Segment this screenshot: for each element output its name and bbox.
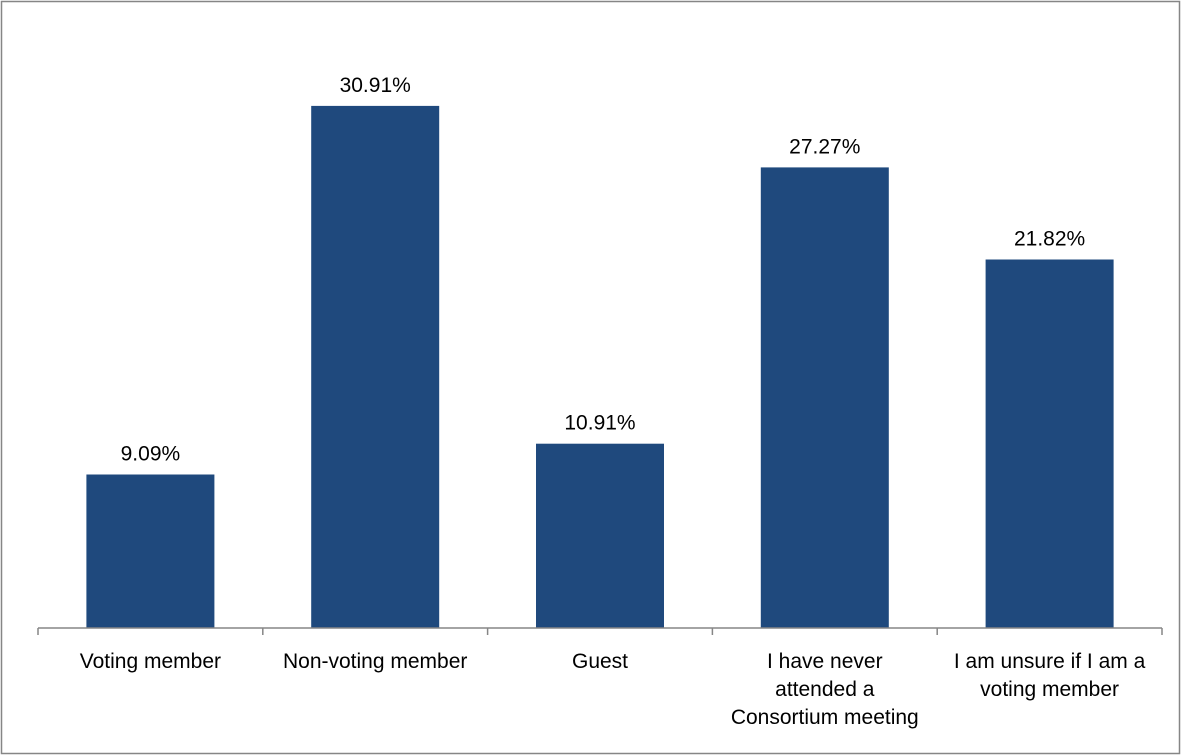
data-label-4: 27.27%	[789, 135, 860, 158]
category-label-5: I am unsure if I am a voting member	[954, 650, 1146, 701]
bar-4	[760, 167, 889, 628]
category-label-3: Guest	[572, 650, 628, 673]
bar-1	[86, 474, 215, 628]
category-label-1: Voting member	[80, 650, 221, 673]
data-label-2: 30.91%	[340, 74, 411, 97]
category-labels-group: Voting member Non-voting member Guest I hav…	[80, 650, 1146, 729]
category-label-2: Non-voting member	[283, 650, 467, 673]
bars-group	[86, 105, 1114, 628]
data-label-1: 9.09%	[121, 443, 181, 466]
x-axis	[37, 627, 1163, 635]
data-label-5: 21.82%	[1014, 228, 1085, 251]
data-label-3: 10.91%	[564, 412, 635, 435]
bar-2	[311, 105, 440, 628]
bar-5	[985, 259, 1114, 628]
data-labels-group: 9.09% 30.91% 10.91% 27.27% 21.82%	[121, 74, 1086, 466]
bar-3	[536, 443, 664, 628]
category-label-4: I have never attended a Consortium meeting	[731, 650, 919, 729]
